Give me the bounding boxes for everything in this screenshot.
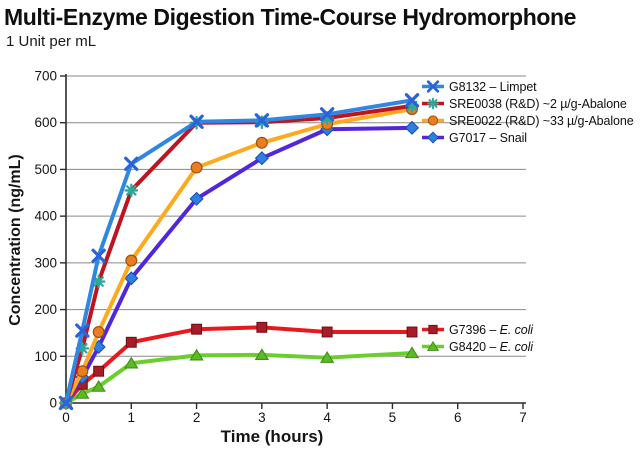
marker-x-G8132 xyxy=(75,323,90,338)
legend-marker-x-icon xyxy=(422,80,444,93)
marker-circle-SRE0022 xyxy=(427,115,439,126)
legend-marker-circle-icon xyxy=(422,115,444,126)
marker-triangle-G8420 xyxy=(254,348,270,361)
x-tick-label: 1 xyxy=(128,410,136,425)
x-tick-label: 3 xyxy=(258,410,266,425)
marker-diamond-G7017 xyxy=(124,271,139,286)
series-G8420 xyxy=(58,346,420,409)
legend-label: G7396 – E. coli xyxy=(449,322,533,337)
series-SRE0022 xyxy=(59,103,419,410)
series-G7396 xyxy=(60,321,418,409)
y-tick-label: 300 xyxy=(34,255,57,270)
chart-subtitle: 1 Unit per mL xyxy=(6,33,97,50)
legend-label: G7017 – Snail xyxy=(449,130,527,145)
legend-marker-diamond-icon xyxy=(422,131,444,144)
marker-x-G8132 xyxy=(124,156,139,172)
legend-ecoli-controls: G7396 – E. coli G8420 – E. coli xyxy=(421,321,533,355)
marker-triangle-G8420 xyxy=(75,386,90,399)
legend-marker-square-icon xyxy=(422,324,444,335)
series-line-G8132 xyxy=(64,98,415,405)
legend-item-SRE0022: SRE0022 (R&D) ~33 µ/g-Abalone xyxy=(421,112,634,129)
series-line-SRE0022 xyxy=(64,107,415,405)
marker-square-G7396 xyxy=(428,324,438,335)
marker-x-G8132 xyxy=(189,114,204,129)
y-tick-label: 700 xyxy=(34,69,57,84)
legend-label: SRE0022 (R&D) ~33 µ/g-Abalone xyxy=(449,113,634,128)
marker-x-G8132 xyxy=(58,395,74,411)
series-line-G7396 xyxy=(64,325,415,405)
y-tick-label: 0 xyxy=(49,396,57,411)
marker-diamond-G7017 xyxy=(189,191,204,206)
marker-triangle-G8420 xyxy=(91,379,106,392)
legend-enzymes: G8132 – Limpet SRE0038 (R&D) ~2 µ/g-Abalo… xyxy=(421,78,634,146)
marker-square-G7396 xyxy=(406,326,418,338)
marker-triangle-G8420 xyxy=(426,340,440,351)
legend-label: G8420 – E. coli xyxy=(449,339,533,354)
marker-square-G7396 xyxy=(256,321,268,333)
marker-diamond-G7017 xyxy=(426,131,440,144)
marker-diamond-G7017 xyxy=(404,120,420,135)
legend-marker-asterisk-icon xyxy=(422,97,444,110)
marker-square-G7396 xyxy=(321,326,333,338)
x-tick-label: 0 xyxy=(62,410,70,425)
y-tick-label: 600 xyxy=(34,115,57,130)
y-tick-label: 400 xyxy=(34,209,57,224)
marker-triangle-G8420 xyxy=(189,348,204,361)
x-tick-label: 5 xyxy=(389,410,397,425)
marker-x-G8132 xyxy=(404,93,420,108)
x-axis-label: Time (hours) xyxy=(220,427,324,446)
marker-square-G7396 xyxy=(93,365,105,377)
marker-x-G8132 xyxy=(319,107,335,122)
marker-circle-SRE0022 xyxy=(255,136,268,149)
marker-circle-SRE0022 xyxy=(190,161,203,174)
y-tick-label: 500 xyxy=(34,162,57,177)
marker-asterisk-SRE0038 xyxy=(75,341,90,356)
marker-triangle-G8420 xyxy=(319,351,335,363)
legend-label: G8132 – Limpet xyxy=(449,79,537,94)
legend-item-SRE0038: SRE0038 (R&D) ~2 µ/g-Abalone xyxy=(421,95,634,112)
marker-asterisk-SRE0038 xyxy=(320,111,335,125)
series-line-SRE0038 xyxy=(64,103,415,405)
x-tick-label: 4 xyxy=(323,410,331,425)
marker-square-G7396 xyxy=(125,336,137,348)
marker-asterisk-SRE0038 xyxy=(405,99,419,113)
marker-x-G8132 xyxy=(91,248,106,264)
series-G8132 xyxy=(58,93,420,411)
legend-item-G7396: G7396 – E. coli xyxy=(421,321,533,338)
legend-item-G8420: G8420 – E. coli xyxy=(421,338,533,355)
marker-triangle-G8420 xyxy=(124,356,139,369)
y-tick-label: 100 xyxy=(34,349,57,364)
marker-asterisk-SRE0038 xyxy=(427,97,439,110)
x-tick-label: 7 xyxy=(519,410,527,425)
x-tick-label: 2 xyxy=(193,410,201,425)
marker-asterisk-SRE0038 xyxy=(124,183,139,198)
marker-asterisk-SRE0038 xyxy=(91,274,106,289)
series-SRE0038 xyxy=(59,99,419,410)
legend-marker-triangle-icon xyxy=(422,340,444,351)
marker-square-G7396 xyxy=(191,323,203,335)
marker-circle-SRE0022 xyxy=(125,254,138,267)
chart-title: Multi-Enzyme Digestion Time-Course Hydro… xyxy=(4,4,577,30)
x-tick-label: 6 xyxy=(454,410,462,425)
marker-diamond-G7017 xyxy=(254,151,269,166)
marker-x-G8132 xyxy=(254,113,270,128)
y-tick-label: 200 xyxy=(34,302,57,317)
legend-label: SRE0038 (R&D) ~2 µ/g-Abalone xyxy=(449,96,627,111)
marker-circle-SRE0022 xyxy=(92,325,105,338)
series-G7017 xyxy=(58,120,420,411)
marker-triangle-G8420 xyxy=(404,346,420,359)
marker-x-G8132 xyxy=(426,80,440,93)
series-line-G8420 xyxy=(64,351,415,405)
legend-item-G7017: G7017 – Snail xyxy=(421,129,634,146)
legend-item-G8132: G8132 – Limpet xyxy=(421,78,634,95)
